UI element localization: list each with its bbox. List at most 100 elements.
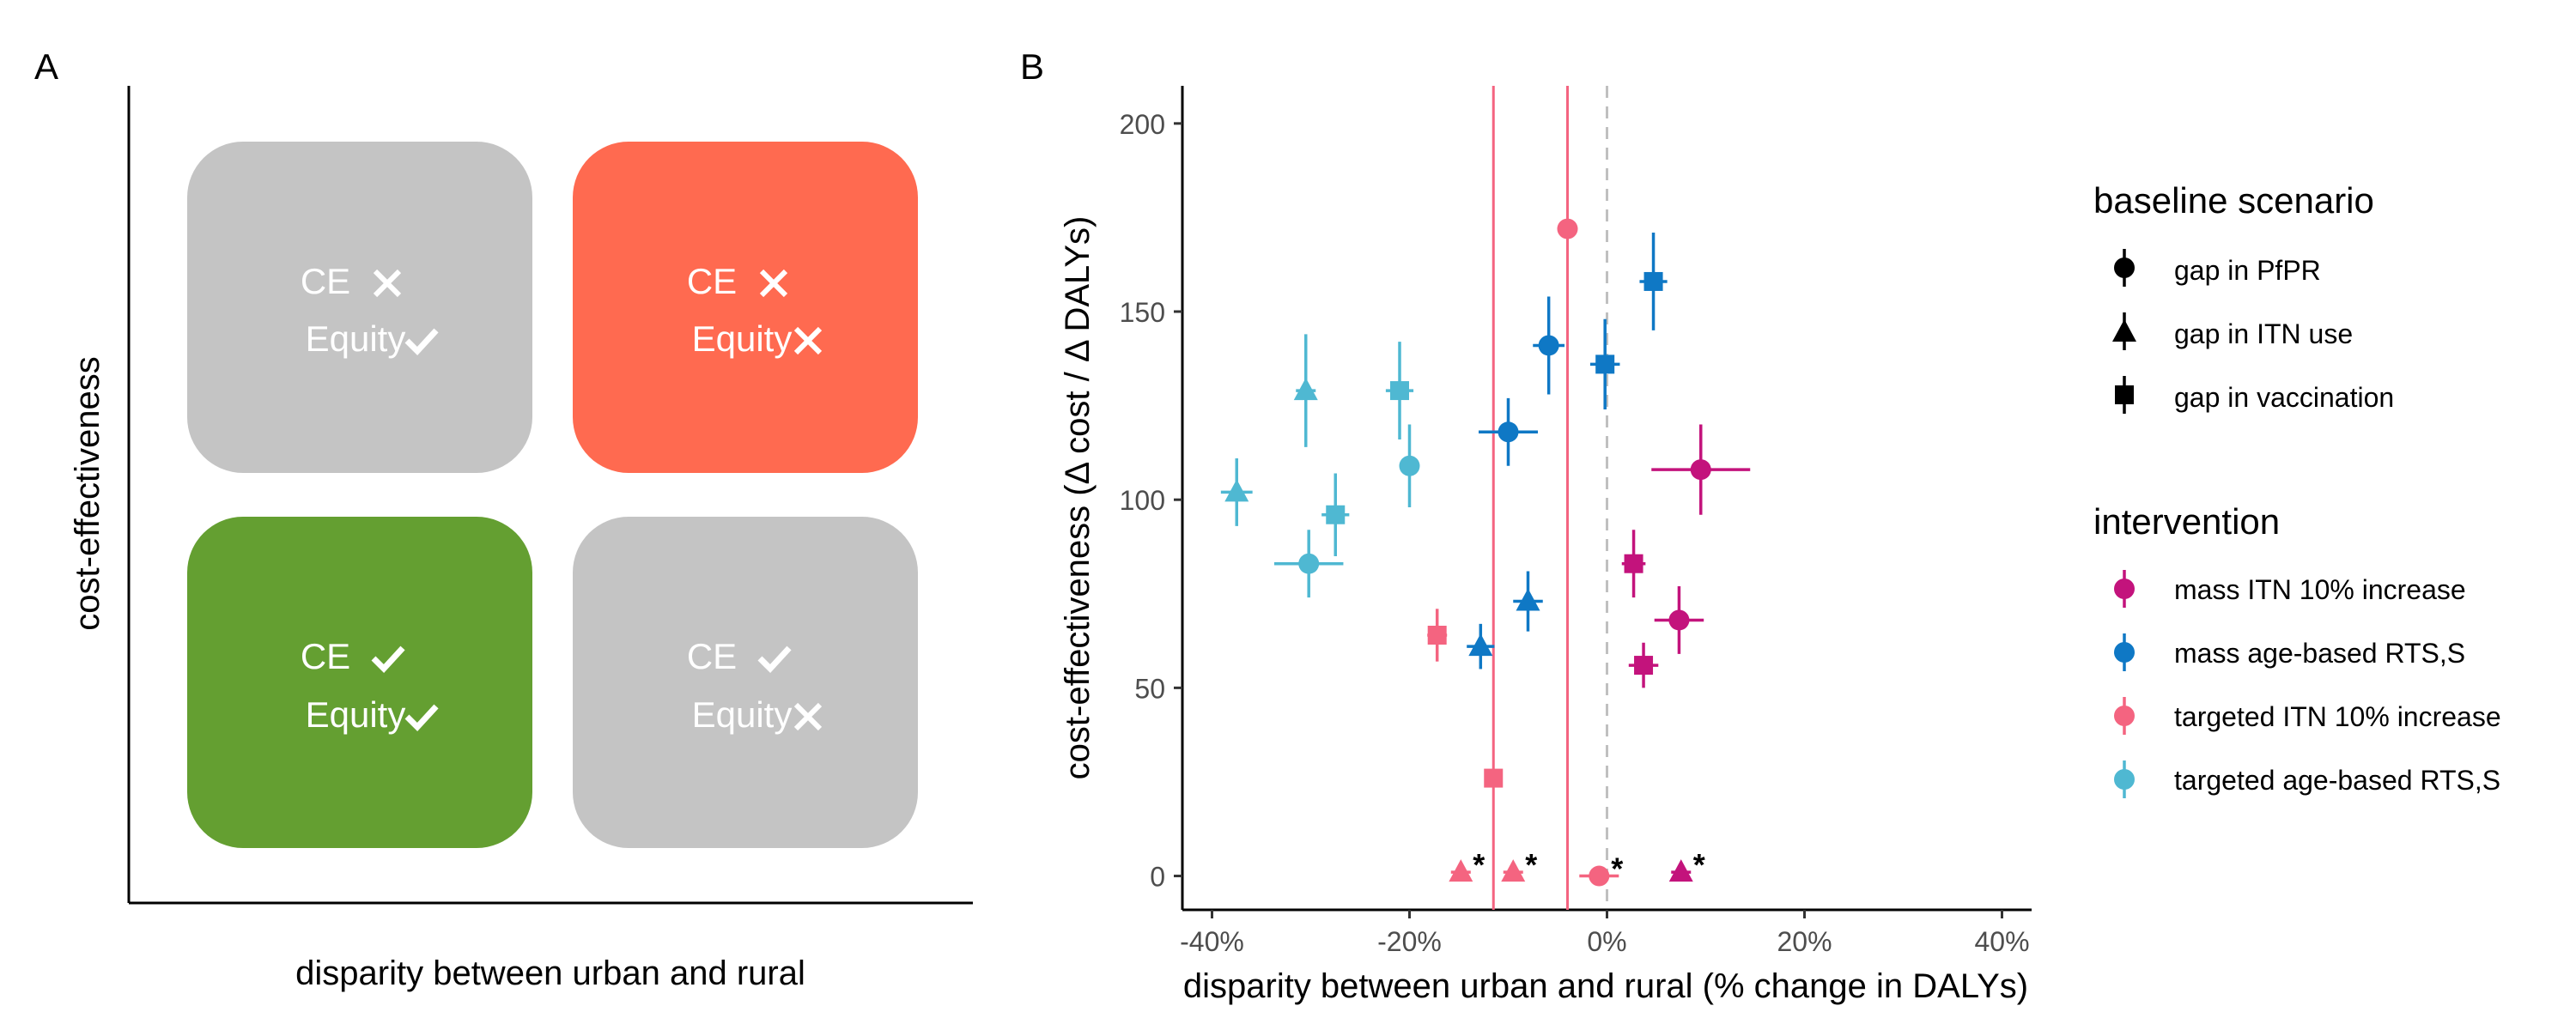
square-marker <box>1644 272 1663 291</box>
circle-marker <box>1298 554 1319 574</box>
legend-item-label: gap in vaccination <box>2174 382 2394 413</box>
circle-marker <box>1589 866 1609 887</box>
quadrant-bottom-left: CE Equity <box>187 517 532 848</box>
data-point <box>1479 398 1538 466</box>
significance-asterisk: * <box>1473 847 1485 882</box>
circle-icon <box>2114 258 2135 278</box>
y-tick-label: 100 <box>1120 485 1165 516</box>
legend-item-label: targeted age-based RTS,S <box>2174 765 2500 796</box>
significance-asterisk: * <box>1525 847 1537 882</box>
data-point <box>1651 425 1750 515</box>
quadrant-bottom-right: CE Equity <box>573 517 918 848</box>
y-ticks: 0 50 100 150 200 <box>1120 109 1182 893</box>
legend-item-gap-in-vaccination: gap in vaccination <box>2115 376 2394 414</box>
data-point <box>1484 769 1503 788</box>
reference-lines <box>1493 86 1607 910</box>
data-points: * * * * <box>1221 219 1750 887</box>
legend-intervention-title: intervention <box>2093 501 2280 542</box>
legend-item-label: gap in PfPR <box>2174 255 2321 286</box>
circle-marker <box>1691 459 1711 480</box>
quadrant-top-left-box <box>187 142 532 473</box>
quadrant-bottom-left-box <box>187 517 532 848</box>
panel-b: B 050100150200 -40% -20% 0% 20% 40% cost-eff… <box>1020 46 2501 1005</box>
legend-item-label: gap in ITN use <box>2174 318 2353 349</box>
panel-b-x-title: disparity between urban and rural (% cha… <box>1183 967 2028 1005</box>
quadrant-top-right: CE Equity <box>573 142 918 473</box>
quadrant-top-right-box <box>573 142 918 473</box>
legend-item-gap-in-pfpr: gap in PfPR <box>2114 249 2321 287</box>
legend-item-targeted-rtss: targeted age-based RTS,S <box>2114 760 2500 798</box>
quadrant-bottom-left-ce-label: CE <box>301 636 350 676</box>
data-point <box>1590 319 1620 409</box>
square-marker <box>1326 506 1345 524</box>
y-tick-label: 150 <box>1120 297 1165 328</box>
quadrant-bottom-left-equity-label: Equity <box>306 694 406 735</box>
quadrant-top-right-ce-label: CE <box>687 261 737 301</box>
quadrant-bottom-right-ce-label: CE <box>687 636 737 676</box>
circle-icon <box>2114 642 2135 663</box>
data-point <box>1274 530 1344 597</box>
legend-item-gap-in-itn-use: gap in ITN use <box>2112 312 2353 350</box>
data-point: * <box>1449 847 1485 882</box>
quadrant-bottom-right-equity-label: Equity <box>692 694 793 735</box>
legend-item-targeted-itn: targeted ITN 10% increase <box>2114 697 2501 735</box>
panel-a-y-title: cost-effectiveness <box>69 356 106 630</box>
circle-icon <box>2114 579 2135 599</box>
triangle-marker <box>1449 859 1473 882</box>
data-point <box>1629 643 1659 688</box>
circle-icon <box>2114 706 2135 726</box>
x-tick-label: -40% <box>1180 926 1244 957</box>
data-point <box>1622 530 1646 597</box>
square-marker <box>1595 354 1614 373</box>
data-point <box>1533 296 1564 394</box>
triangle-marker <box>1468 633 1492 656</box>
quadrant-top-left: CE Equity <box>187 142 532 473</box>
triangle-marker <box>1669 859 1693 882</box>
significance-asterisk: * <box>1611 851 1623 887</box>
data-point <box>1513 571 1543 631</box>
square-marker <box>1428 626 1447 645</box>
panel-b-label: B <box>1020 46 1044 87</box>
legend-item-mass-itn: mass ITN 10% increase <box>2114 570 2466 608</box>
x-ticks: -40% -20% 0% 20% 40% <box>1180 910 2029 957</box>
panel-a-x-title: disparity between urban and rural <box>295 954 805 992</box>
data-point <box>1400 425 1420 507</box>
legend-item-label: targeted ITN 10% increase <box>2174 701 2501 732</box>
legend: baseline scenario gap in PfPR gap in ITN… <box>2093 180 2501 798</box>
square-icon <box>2115 385 2134 404</box>
x-tick-label: 20% <box>1777 926 1832 957</box>
circle-marker <box>1498 421 1519 442</box>
data-point <box>1558 219 1578 239</box>
triangle-marker <box>1516 589 1540 611</box>
data-point <box>1321 474 1349 556</box>
triangle-marker <box>1501 859 1525 882</box>
data-point <box>1427 609 1447 661</box>
legend-baseline-title: baseline scenario <box>2093 180 2374 221</box>
data-point: * <box>1501 847 1537 882</box>
circle-marker <box>1668 609 1689 630</box>
legend-item-label: mass ITN 10% increase <box>2174 574 2466 605</box>
y-tick-label: 50 <box>1134 673 1165 704</box>
circle-icon <box>2114 769 2135 790</box>
circle-marker <box>1539 335 1559 355</box>
quadrant-bottom-right-box <box>573 517 918 848</box>
y-tick-label: 0 <box>1150 862 1165 893</box>
x-tick-label: 40% <box>1974 926 2029 957</box>
triangle-marker <box>1294 378 1318 400</box>
data-point <box>1639 233 1667 330</box>
x-tick-label: 0% <box>1587 926 1626 957</box>
panel-a-label: A <box>34 46 58 87</box>
data-point <box>1467 624 1494 670</box>
square-marker <box>1625 554 1643 573</box>
square-marker <box>1634 656 1653 675</box>
legend-item-label: mass age-based RTS,S <box>2174 638 2465 669</box>
legend-item-mass-rtss: mass age-based RTS,S <box>2114 633 2465 671</box>
circle-marker <box>1558 219 1578 239</box>
square-marker <box>1390 381 1409 400</box>
data-point: * <box>1579 851 1623 887</box>
data-point <box>1221 458 1253 526</box>
quadrant-top-left-ce-label: CE <box>301 261 350 301</box>
x-tick-label: -20% <box>1377 926 1442 957</box>
data-point: * <box>1669 847 1705 882</box>
